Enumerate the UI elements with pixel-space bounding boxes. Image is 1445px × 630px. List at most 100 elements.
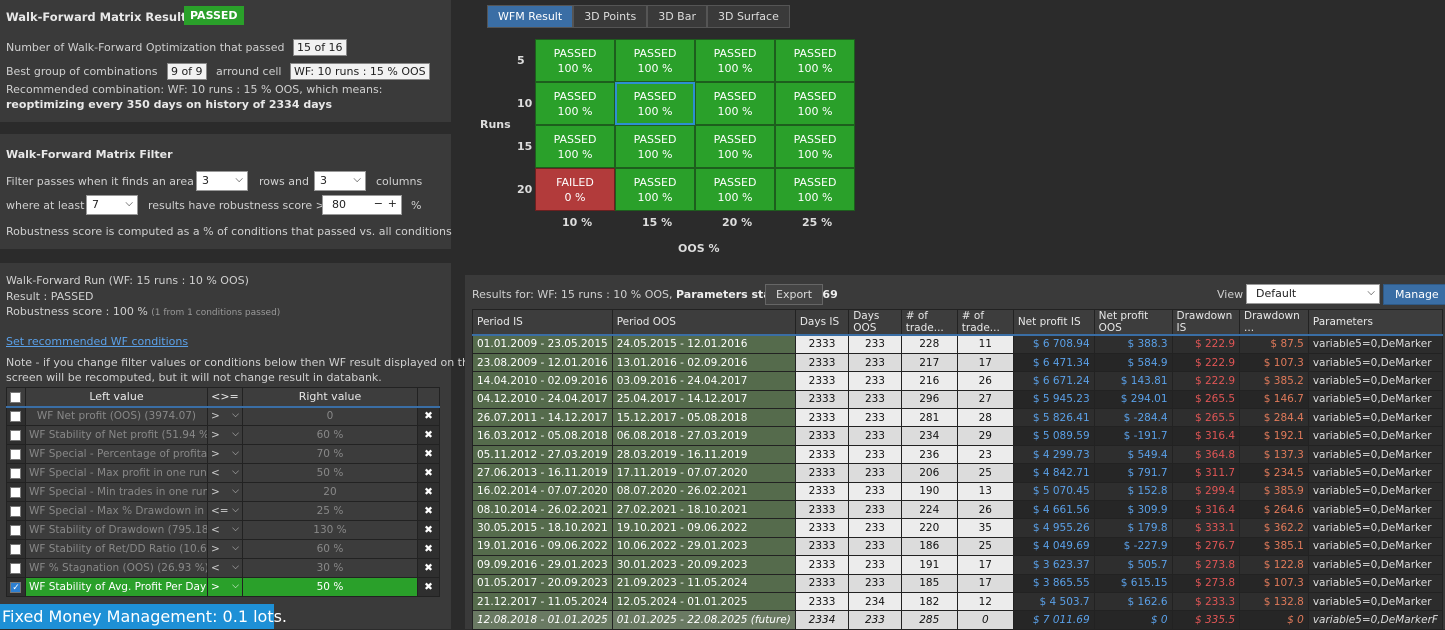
table-row[interactable]: 16.03.2012 - 05.08.2018 06.08.2018 - 27.0… (472, 426, 1444, 446)
condition-left-value[interactable]: WF % Stagnation (OOS) (26.93 %) (24, 558, 208, 578)
table-row[interactable]: 05.11.2012 - 27.03.2019 28.03.2019 - 16.1… (472, 444, 1444, 465)
table-row[interactable]: 23.08.2009 - 12.01.2016 13.01.2016 - 02.0… (472, 352, 1444, 373)
wfm-cell[interactable]: PASSED 100 % (695, 82, 775, 125)
table-row[interactable]: 08.10.2014 - 26.02.2021 27.02.2021 - 18.1… (472, 500, 1444, 520)
column-header[interactable]: Drawdown ... (1239, 309, 1309, 336)
condition-operator[interactable]: > ⌵ (206, 444, 243, 464)
condition-right-value[interactable]: 70 % (241, 444, 419, 464)
manage-button[interactable]: Manage (1383, 284, 1445, 305)
wfm-cell[interactable]: PASSED 100 % (615, 82, 695, 125)
table-row[interactable]: 01.01.2009 - 23.05.2015 24.05.2015 - 12.0… (472, 334, 1444, 354)
condition-right-value[interactable]: 50 % (241, 577, 419, 597)
column-header[interactable]: Parameters (1307, 309, 1444, 336)
columns-select[interactable]: 3 ⌵ (314, 171, 366, 191)
wfm-cell[interactable]: PASSED 100 % (775, 168, 855, 211)
table-row[interactable]: 12.08.2018 - 01.01.2025 01.01.2025 - 22.0… (472, 610, 1444, 630)
condition-right-value[interactable]: 50 % (241, 463, 419, 483)
condition-checkbox[interactable] (6, 501, 26, 521)
tab-3d-bar[interactable]: 3D Bar (647, 5, 707, 28)
column-header[interactable]: # of trade... (956, 309, 1014, 336)
condition-left-value[interactable]: WF Net profit (OOS) (3974.07) (24, 406, 208, 426)
condition-checkbox[interactable] (6, 482, 26, 502)
remove-condition-icon[interactable]: ✖ (417, 539, 440, 559)
condition-right-value[interactable]: 0 (241, 406, 419, 426)
remove-condition-icon[interactable]: ✖ (417, 501, 440, 521)
condition-left-value[interactable]: WF Stability of Net profit (51.94 %) (24, 425, 208, 445)
table-row[interactable]: 01.05.2017 - 20.09.2023 21.09.2023 - 11.0… (472, 573, 1444, 593)
plus-icon[interactable]: + (387, 197, 397, 210)
table-row[interactable]: 21.12.2017 - 11.05.2024 12.05.2024 - 01.0… (472, 591, 1444, 612)
remove-condition-icon[interactable]: ✖ (417, 444, 440, 464)
condition-checkbox[interactable] (6, 463, 26, 483)
wfm-cell[interactable]: PASSED 100 % (775, 125, 855, 168)
table-row[interactable]: 14.04.2010 - 02.09.2016 03.09.2016 - 24.0… (472, 371, 1444, 391)
condition-operator[interactable]: > ⌵ (206, 406, 243, 426)
rows-select[interactable]: 3 ⌵ (196, 171, 248, 191)
remove-condition-icon[interactable]: ✖ (417, 463, 440, 483)
wfm-cell[interactable]: PASSED 100 % (535, 125, 615, 168)
condition-left-value[interactable]: WF Stability of Drawdown (795.18 ... (24, 520, 208, 540)
condition-left-value[interactable]: WF Stability of Ret/DD Ratio (10.61... (24, 539, 208, 559)
tab-3d-points[interactable]: 3D Points (573, 5, 648, 28)
condition-checkbox[interactable]: ✓ (6, 577, 26, 597)
column-header[interactable]: Period IS (472, 309, 613, 336)
export-button[interactable]: Export (765, 284, 824, 305)
wfm-cell[interactable]: PASSED 100 % (535, 39, 615, 82)
table-row[interactable]: 04.12.2010 - 24.04.2017 25.04.2017 - 14.1… (472, 389, 1444, 410)
condition-operator[interactable]: < ⌵ (206, 558, 243, 578)
wfm-cell[interactable]: PASSED 100 % (695, 168, 775, 211)
condition-left-value[interactable]: WF Special - Max % Drawdown in ... (24, 501, 208, 521)
view-select[interactable]: Default ⌵ (1246, 284, 1380, 304)
remove-condition-icon[interactable]: ✖ (417, 577, 440, 597)
wfm-cell[interactable]: PASSED 100 % (695, 39, 775, 82)
tab-wfm-result[interactable]: WFM Result (487, 5, 574, 28)
select-all-checkbox[interactable] (6, 387, 26, 408)
remove-condition-icon[interactable]: ✖ (417, 482, 440, 502)
wfm-cell[interactable]: PASSED 100 % (615, 39, 695, 82)
condition-checkbox[interactable] (6, 406, 26, 426)
wfm-cell[interactable]: PASSED 100 % (695, 125, 775, 168)
condition-left-value[interactable]: WF Special - Percentage of profita... (24, 444, 208, 464)
atleast-select[interactable]: 7 ⌵ (86, 195, 138, 215)
condition-checkbox[interactable] (6, 539, 26, 559)
column-header[interactable]: # of trade... (900, 309, 958, 336)
table-row[interactable]: 16.02.2014 - 07.07.2020 08.07.2020 - 26.0… (472, 481, 1444, 502)
condition-left-value[interactable]: WF Special - Min trades in one run ... (24, 482, 208, 502)
condition-right-value[interactable]: 20 (241, 482, 419, 502)
condition-right-value[interactable]: 30 % (241, 558, 419, 578)
score-stepper[interactable]: 80− + (322, 195, 402, 215)
condition-operator[interactable]: > ⌵ (206, 482, 243, 502)
wfm-cell[interactable]: PASSED 100 % (535, 82, 615, 125)
wfm-cell[interactable]: FAILED 0 % (535, 168, 615, 211)
condition-operator[interactable]: < ⌵ (206, 463, 243, 483)
table-row[interactable]: 30.05.2015 - 18.10.2021 19.10.2021 - 09.0… (472, 518, 1444, 538)
remove-condition-icon[interactable]: ✖ (417, 558, 440, 578)
table-row[interactable]: 19.01.2016 - 09.06.2022 10.06.2022 - 29.0… (472, 536, 1444, 557)
remove-condition-icon[interactable]: ✖ (417, 406, 440, 426)
condition-operator[interactable]: <= ⌵ (206, 501, 243, 521)
set-recommended-link[interactable]: Set recommended WF conditions (6, 335, 189, 348)
column-header[interactable]: Days OOS (848, 309, 902, 336)
condition-checkbox[interactable] (6, 558, 26, 578)
table-row[interactable]: 27.06.2013 - 16.11.2019 17.11.2019 - 07.0… (472, 463, 1444, 483)
wfm-cell[interactable]: PASSED 100 % (615, 168, 695, 211)
column-header[interactable]: Net profit OOS (1093, 309, 1173, 336)
column-header[interactable]: Drawdown IS (1171, 309, 1241, 336)
column-header[interactable]: Period OOS (611, 309, 796, 336)
condition-left-value[interactable]: WF Special - Max profit in one run ... (24, 463, 208, 483)
condition-operator[interactable]: > ⌵ (206, 425, 243, 445)
condition-operator[interactable]: < ⌵ (206, 520, 243, 540)
condition-checkbox[interactable] (6, 425, 26, 445)
remove-condition-icon[interactable]: ✖ (417, 520, 440, 540)
condition-checkbox[interactable] (6, 444, 26, 464)
tab-3d-surface[interactable]: 3D Surface (706, 5, 790, 28)
condition-right-value[interactable]: 130 % (241, 520, 419, 540)
condition-left-value[interactable]: WF Stability of Avg. Profit Per Day (... (24, 577, 208, 597)
column-header[interactable]: Days IS (794, 309, 850, 336)
condition-checkbox[interactable] (6, 520, 26, 540)
minus-icon[interactable]: − (373, 197, 383, 210)
wfm-cell[interactable]: PASSED 100 % (615, 125, 695, 168)
condition-right-value[interactable]: 60 % (241, 425, 419, 445)
condition-operator[interactable]: > ⌵ (206, 577, 243, 597)
condition-right-value[interactable]: 25 % (241, 501, 419, 521)
